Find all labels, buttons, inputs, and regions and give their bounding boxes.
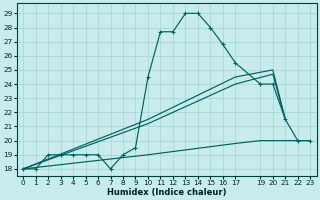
X-axis label: Humidex (Indice chaleur): Humidex (Indice chaleur) — [107, 188, 227, 197]
